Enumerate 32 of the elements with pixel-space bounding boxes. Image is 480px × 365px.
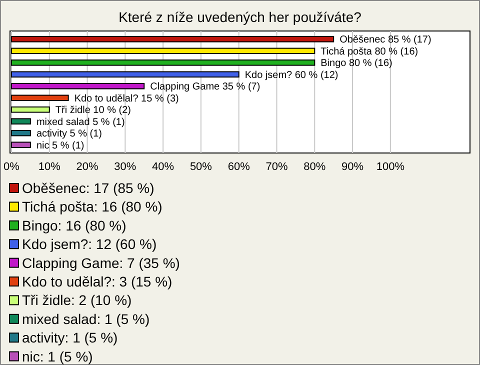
x-tick-label: 20% (76, 161, 99, 173)
data-label: nic 5 % (1) (36, 140, 84, 152)
text: mixed salad: 1 (5 %) (22, 310, 150, 327)
x-tick-label: 80% (304, 161, 326, 173)
data-label: Tři židle 10 % (2) (55, 105, 131, 116)
chart-title: Které z níže uvedených her používáte? (118, 9, 362, 25)
data-label: activity 5 % (1) (36, 128, 102, 140)
data-label: Bingo 80 % (16) (320, 58, 392, 70)
text: Bingo: 16 (80 %) (22, 217, 126, 234)
data-label: mixed salad 5 % (1) (36, 116, 125, 128)
x-tick-label: 50% (190, 161, 212, 173)
x-tick-label: 90% (342, 161, 364, 173)
text: Kdo to udělal?: 3 (15 %) (22, 274, 172, 290)
x-tick-label: 70% (266, 161, 288, 173)
text: Oběšenec: 17 (85 %) (22, 180, 154, 196)
data-label: Kdo jsem? 60 % (12) (244, 70, 338, 81)
text: Clapping Game: 7 (35 %) (22, 254, 180, 271)
data-label: Kdo to udělal? 15 % (3) (74, 93, 179, 104)
data-label: Oběšenec 85 % (17) (340, 34, 432, 46)
text: activity: 1 (5 %) (22, 330, 118, 346)
x-tick-label: 40% (152, 161, 174, 173)
text: Tichá pošta: 16 (80 %) (22, 198, 162, 215)
x-tick-label: 0% (4, 161, 20, 173)
data-label: Tichá pošta 80 % (16) (320, 46, 418, 58)
text: nic: 1 (5 %) (22, 348, 93, 364)
x-tick-label: 10% (38, 161, 61, 173)
x-tick-label: 60% (228, 161, 250, 173)
x-tick-label: 100% (376, 161, 405, 173)
text: Kdo jsem?: 12 (60 %) (22, 236, 157, 252)
x-tick-label: 30% (114, 161, 136, 173)
text: Tři židle: 2 (10 %) (22, 292, 132, 308)
data-label: Clapping Game 35 % (7) (150, 82, 260, 93)
